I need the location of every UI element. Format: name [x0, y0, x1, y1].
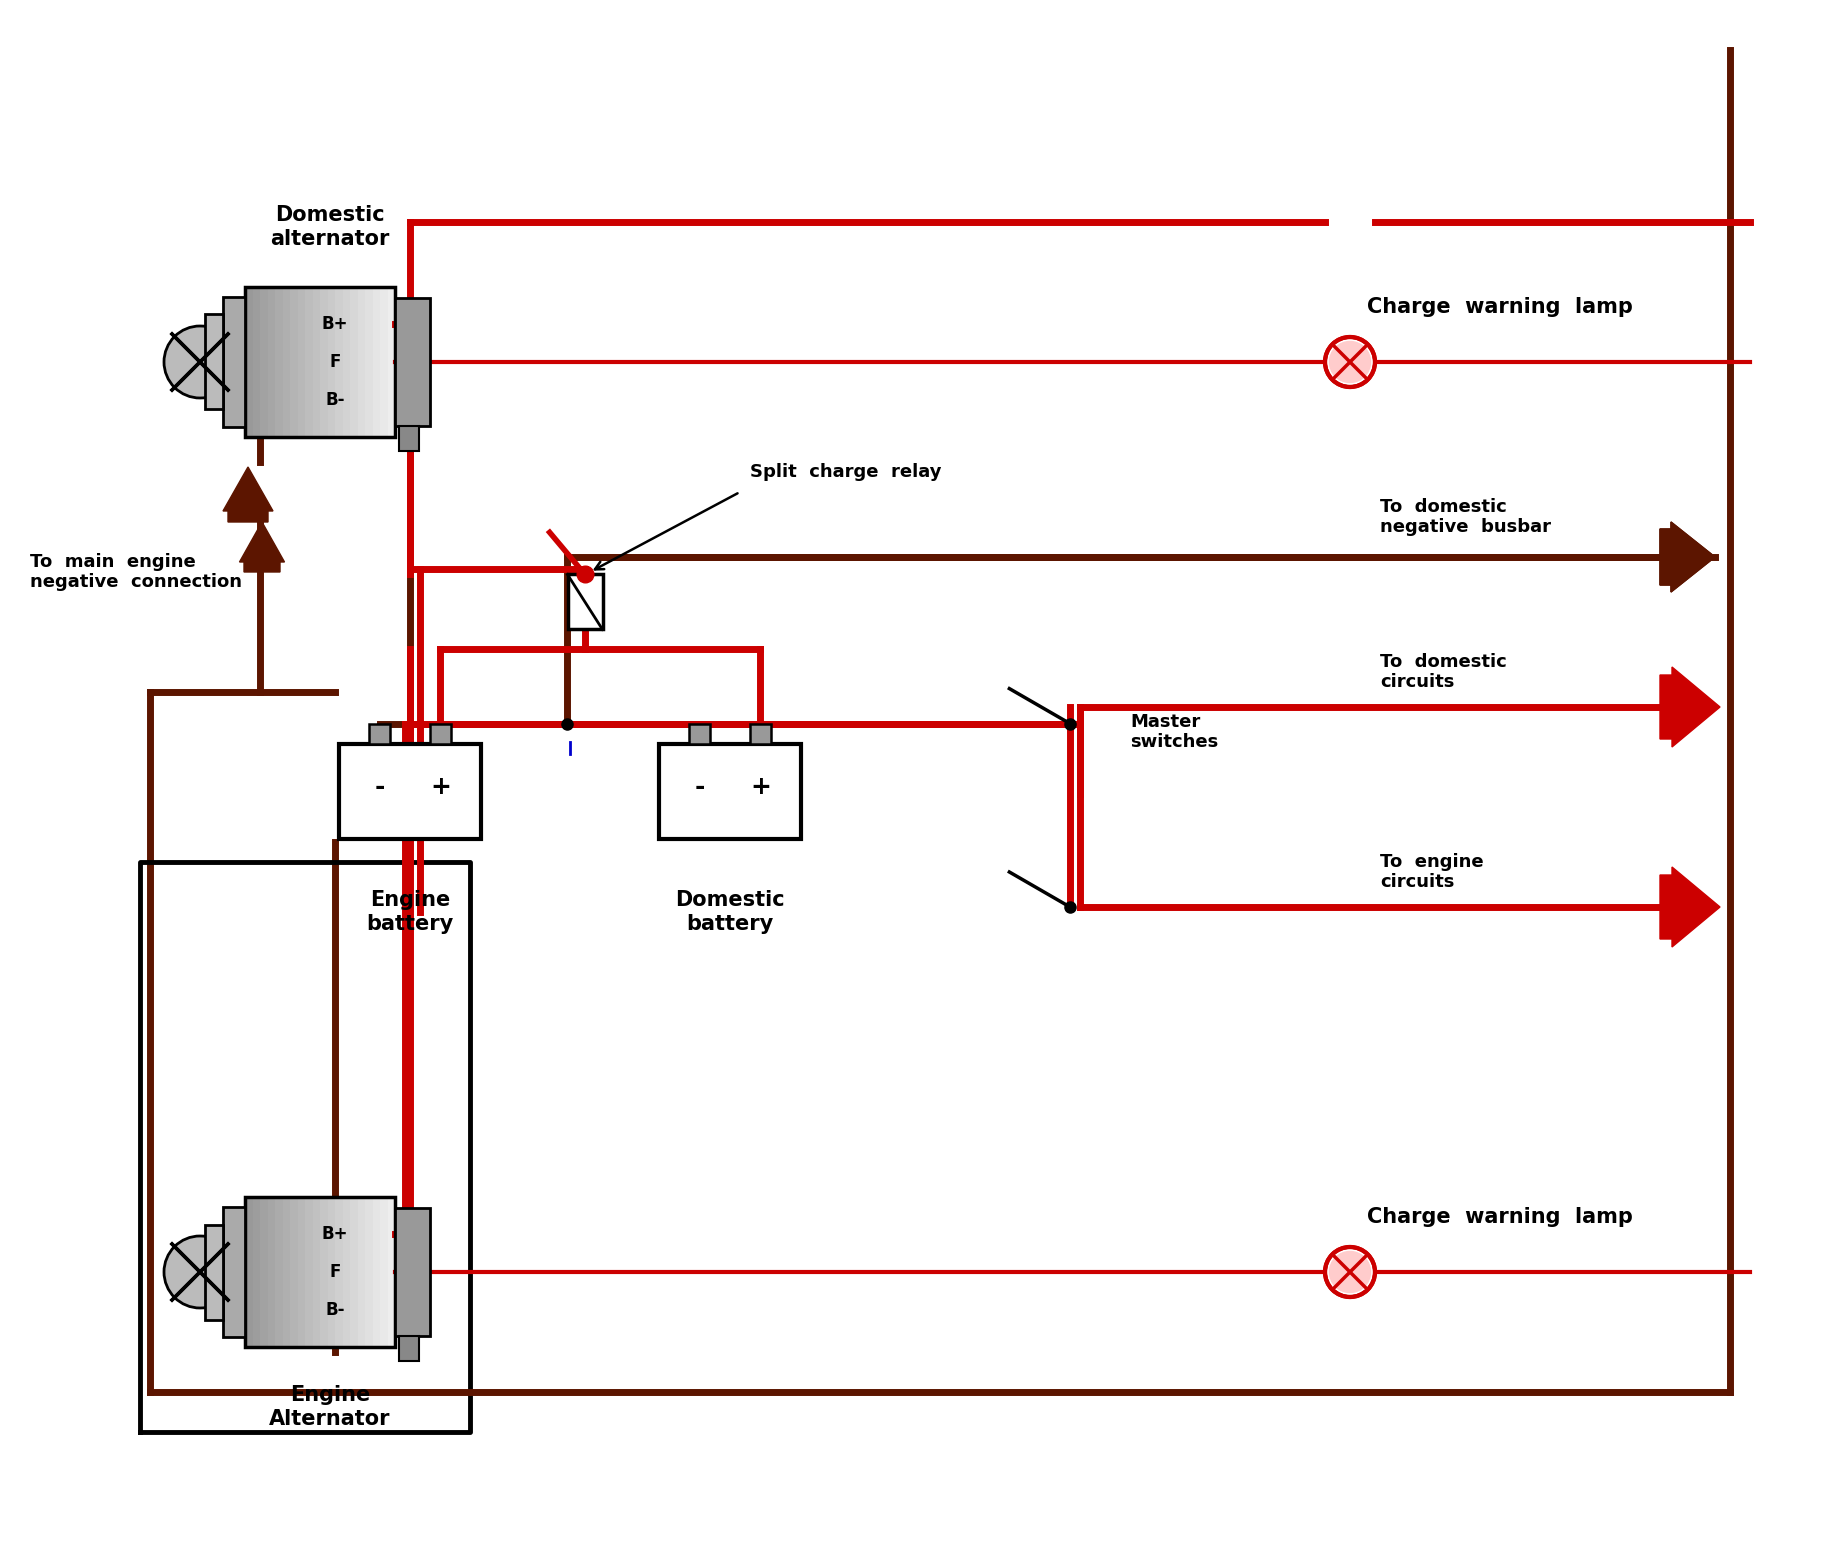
- Bar: [399, 426, 417, 450]
- Bar: [274, 287, 283, 436]
- Text: Domestic
battery: Domestic battery: [675, 890, 785, 933]
- Bar: [223, 1207, 245, 1337]
- Bar: [371, 287, 381, 436]
- Bar: [274, 1197, 283, 1348]
- Text: B-: B-: [326, 392, 344, 409]
- Circle shape: [1328, 341, 1370, 384]
- Text: To  main  engine
negative  connection: To main engine negative connection: [29, 552, 243, 592]
- FancyArrow shape: [1659, 523, 1714, 592]
- Text: F: F: [329, 1263, 340, 1281]
- Text: F: F: [329, 353, 340, 372]
- Bar: [370, 723, 390, 745]
- Bar: [395, 1209, 430, 1335]
- Bar: [399, 1335, 417, 1360]
- Bar: [381, 287, 388, 436]
- Bar: [252, 287, 261, 436]
- Bar: [327, 1197, 337, 1348]
- FancyArrow shape: [1659, 668, 1719, 746]
- Bar: [690, 723, 710, 745]
- Bar: [245, 287, 395, 436]
- Bar: [313, 287, 320, 436]
- Text: Domestic
alternator: Domestic alternator: [270, 205, 390, 248]
- Text: Charge  warning  lamp: Charge warning lamp: [1366, 298, 1631, 318]
- Bar: [245, 1197, 254, 1348]
- Circle shape: [1324, 338, 1374, 387]
- Text: To  engine
circuits: To engine circuits: [1379, 853, 1482, 891]
- Bar: [566, 575, 601, 629]
- Bar: [388, 287, 395, 436]
- Circle shape: [164, 325, 235, 398]
- Bar: [291, 287, 298, 436]
- Text: Master
switches: Master switches: [1129, 712, 1217, 751]
- Bar: [335, 287, 344, 436]
- Bar: [267, 287, 276, 436]
- FancyArrow shape: [239, 523, 285, 572]
- Circle shape: [164, 1237, 235, 1308]
- Bar: [364, 1197, 373, 1348]
- Text: Charge  warning  lamp: Charge warning lamp: [1366, 1207, 1631, 1227]
- Bar: [204, 1224, 223, 1320]
- Text: Engine
Alternator: Engine Alternator: [268, 1385, 390, 1428]
- Bar: [259, 1197, 268, 1348]
- Text: -: -: [693, 776, 704, 799]
- Bar: [349, 287, 359, 436]
- Bar: [342, 287, 351, 436]
- Circle shape: [1324, 1247, 1374, 1297]
- Text: +: +: [750, 776, 771, 799]
- Text: To  domestic
circuits: To domestic circuits: [1379, 652, 1506, 691]
- Bar: [245, 1197, 395, 1348]
- Bar: [305, 287, 313, 436]
- Bar: [204, 315, 223, 410]
- Bar: [245, 287, 254, 436]
- Bar: [338, 745, 482, 839]
- Circle shape: [1328, 1251, 1370, 1294]
- Bar: [298, 1197, 305, 1348]
- Bar: [283, 1197, 291, 1348]
- Bar: [750, 723, 771, 745]
- Bar: [305, 1197, 313, 1348]
- Bar: [335, 1197, 344, 1348]
- FancyArrow shape: [223, 467, 272, 523]
- Bar: [658, 745, 800, 839]
- Bar: [430, 723, 451, 745]
- Bar: [395, 298, 430, 426]
- Bar: [371, 1197, 381, 1348]
- Bar: [327, 287, 337, 436]
- Bar: [252, 1197, 261, 1348]
- Bar: [259, 287, 268, 436]
- Bar: [320, 287, 329, 436]
- Bar: [283, 287, 291, 436]
- Bar: [357, 287, 366, 436]
- Bar: [381, 1197, 388, 1348]
- Text: B-: B-: [326, 1301, 344, 1318]
- Text: -: -: [373, 776, 384, 799]
- Bar: [291, 1197, 298, 1348]
- Bar: [267, 1197, 276, 1348]
- Bar: [357, 1197, 366, 1348]
- Text: +: +: [430, 776, 451, 799]
- Bar: [223, 298, 245, 427]
- FancyArrow shape: [1659, 523, 1714, 592]
- Bar: [364, 287, 373, 436]
- Bar: [313, 1197, 320, 1348]
- Text: B+: B+: [322, 315, 348, 333]
- FancyArrow shape: [1659, 867, 1719, 947]
- Text: B+: B+: [322, 1224, 348, 1243]
- Bar: [388, 1197, 395, 1348]
- Bar: [320, 1197, 329, 1348]
- Text: Split  charge  relay: Split charge relay: [750, 463, 942, 481]
- Text: To  domestic
negative  busbar: To domestic negative busbar: [1379, 498, 1550, 537]
- Bar: [349, 1197, 359, 1348]
- Bar: [342, 1197, 351, 1348]
- Bar: [298, 287, 305, 436]
- Text: Engine
battery: Engine battery: [366, 890, 454, 933]
